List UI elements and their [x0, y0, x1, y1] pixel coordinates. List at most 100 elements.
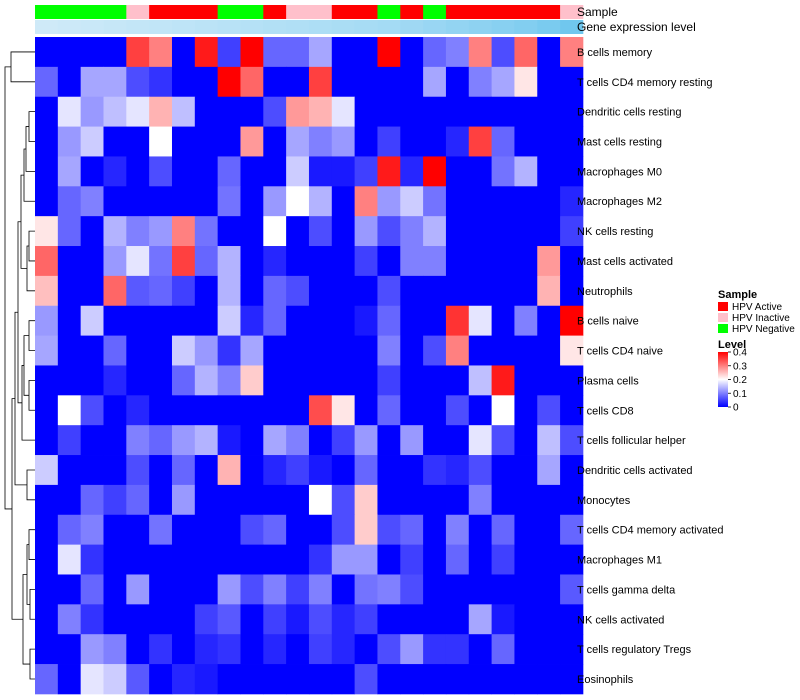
heatmap-cell — [331, 96, 356, 127]
heatmap-cell — [80, 395, 104, 426]
heatmap-cell — [194, 37, 219, 68]
heatmap-cell — [445, 37, 470, 68]
heatmap-cell — [80, 574, 104, 605]
heatmap-cell — [171, 455, 196, 486]
sample-annotation-cell — [57, 5, 82, 19]
heatmap-cell — [354, 335, 378, 366]
heatmap-cell — [445, 246, 470, 277]
sample-annotation-cell — [103, 5, 127, 19]
expression-annotation-bar — [35, 20, 584, 34]
heatmap-cell — [445, 216, 470, 247]
heatmap-cell — [57, 664, 82, 695]
heatmap-cell — [400, 514, 424, 546]
heatmap-cell — [354, 305, 378, 336]
expression-annotation-cell — [263, 20, 287, 34]
dendrogram-branch — [10, 51, 35, 83]
heatmap-cell — [194, 216, 219, 247]
expression-annotation-cell — [354, 20, 378, 34]
heatmap-cell — [423, 574, 447, 605]
heatmap-cell — [514, 425, 538, 456]
heatmap-cell — [194, 96, 219, 127]
legend-swatch-hpv-active — [718, 302, 728, 311]
heatmap-cell — [560, 156, 584, 187]
dendrogram-branch — [28, 379, 35, 411]
heatmap-cell — [468, 574, 492, 605]
heatmap-cell — [468, 604, 492, 635]
heatmap-cell — [560, 216, 584, 247]
heatmap-cell — [560, 395, 584, 426]
heatmap-cell — [263, 544, 287, 575]
heatmap-cell — [445, 305, 470, 336]
heatmap-cell — [103, 604, 127, 635]
sample-annotation-cell — [308, 5, 333, 19]
heatmap-cell — [57, 425, 82, 456]
heatmap-cell — [354, 664, 378, 695]
heatmap-cell — [80, 484, 104, 516]
heatmap-cell — [263, 216, 287, 247]
heatmap-cell — [377, 395, 401, 426]
heatmap-cell — [560, 275, 584, 307]
heatmap-cell — [400, 246, 424, 277]
heatmap-cell — [560, 37, 584, 68]
sample-annotation-cell — [491, 5, 515, 19]
dendrogram-branch — [28, 111, 35, 142]
heatmap-cell — [445, 664, 470, 695]
heatmap-cell — [286, 544, 310, 575]
heatmap-cell — [126, 634, 150, 665]
heatmap-cell — [468, 365, 492, 396]
heatmap-cell — [286, 514, 310, 546]
heatmap-cell — [35, 96, 59, 127]
heatmap-cell — [468, 664, 492, 695]
heatmap-cell — [80, 216, 104, 247]
row-label-mast-cells-resting: Mast cells resting — [577, 137, 662, 149]
heatmap-cell — [149, 156, 173, 187]
heatmap-cell — [491, 216, 515, 247]
heatmap-cell — [468, 156, 492, 187]
heatmap-cell — [331, 574, 356, 605]
expression-annotation-cell — [514, 20, 538, 34]
sample-annotation-cell — [286, 5, 310, 19]
heatmap-cell — [57, 66, 82, 98]
heatmap-cell — [537, 455, 561, 486]
heatmap-cell — [308, 37, 333, 68]
heatmap-cell — [35, 514, 59, 546]
heatmap-cell — [537, 634, 561, 665]
heatmap-cell — [377, 96, 401, 127]
heatmap-cell — [103, 156, 127, 187]
heatmap-cell — [57, 484, 82, 516]
heatmap-cell — [171, 365, 196, 396]
heatmap-cell — [149, 425, 173, 456]
heatmap-cell — [537, 186, 561, 217]
heatmap-cell — [35, 395, 59, 426]
heatmap-cell — [263, 275, 287, 307]
heatmap-cell — [354, 66, 378, 98]
heatmap-cell — [514, 275, 538, 307]
heatmap-cell — [308, 246, 333, 277]
level-tick-label: 0 — [733, 403, 739, 414]
heatmap-cell — [423, 514, 447, 546]
heatmap-cell — [468, 544, 492, 575]
heatmap-cell — [514, 604, 538, 635]
heatmap-cell — [171, 66, 196, 98]
heatmap-cell — [377, 455, 401, 486]
expression-annotation-cell — [491, 20, 515, 34]
heatmap-cell — [377, 514, 401, 546]
heatmap-cell — [308, 96, 333, 127]
heatmap-cell — [35, 425, 59, 456]
heatmap-cell — [263, 425, 287, 456]
heatmap-cell — [263, 96, 287, 127]
heatmap-cell — [286, 425, 310, 456]
heatmap-cell — [57, 156, 82, 187]
heatmap-cell — [537, 544, 561, 575]
heatmap-cell — [308, 425, 333, 456]
sample-annotation-cell — [400, 5, 424, 19]
heatmap-cell — [149, 275, 173, 307]
heatmap-cell — [400, 484, 424, 516]
sample-annotation-cell — [240, 5, 264, 19]
heatmap-cell — [217, 186, 241, 217]
heatmap-cell — [445, 66, 470, 98]
heatmap-cell — [445, 335, 470, 366]
heatmap-cell — [491, 514, 515, 546]
expression-annotation-cell — [126, 20, 150, 34]
heatmap-cell — [514, 634, 538, 665]
